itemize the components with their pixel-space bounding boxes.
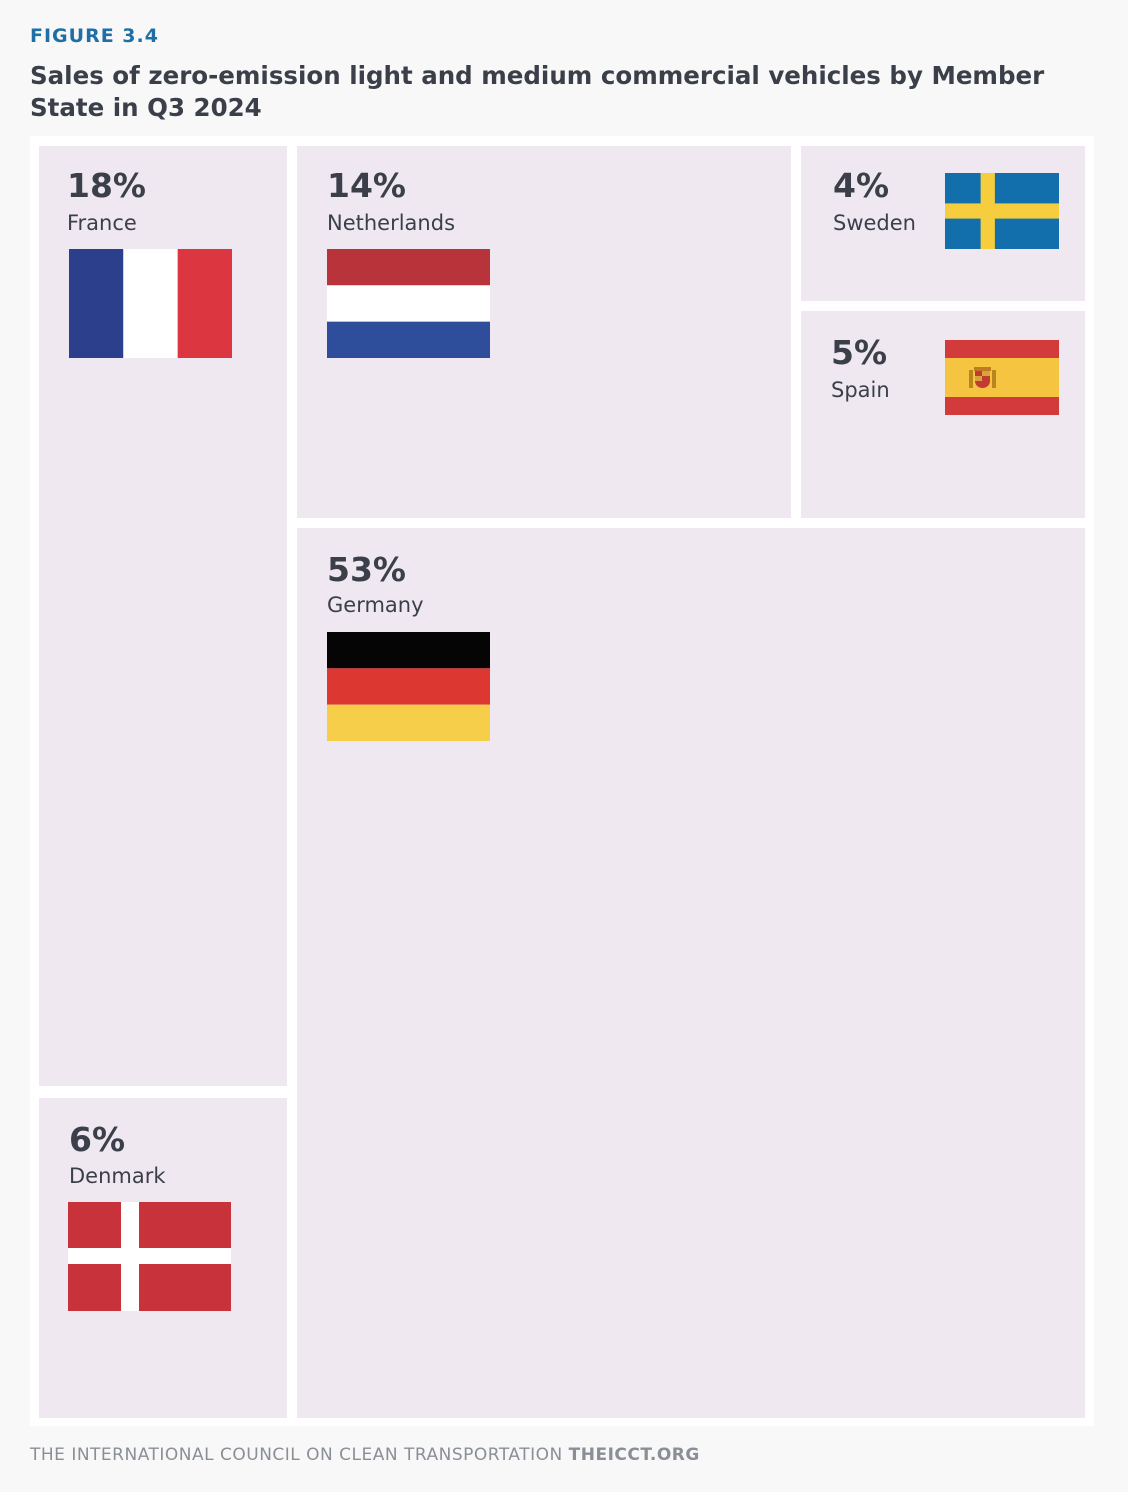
value-label-germany: 53%: [327, 550, 406, 589]
tile-germany: 53% Germany: [297, 528, 1085, 1418]
netherlands-flag-icon: [327, 249, 490, 358]
value-label-netherlands: 14%: [327, 166, 406, 205]
tile-france: 18% France: [39, 146, 287, 1086]
footer: THE INTERNATIONAL COUNCIL ON CLEAN TRANS…: [30, 1445, 700, 1465]
country-label-germany: Germany: [327, 593, 424, 617]
figure-label: FIGURE 3.4: [30, 25, 159, 47]
value-label-france: 18%: [67, 166, 146, 205]
footer-org: THE INTERNATIONAL COUNCIL ON CLEAN TRANS…: [30, 1445, 563, 1465]
value-label-sweden: 4%: [833, 166, 890, 205]
tile-denmark: 6% Denmark: [39, 1098, 287, 1418]
sweden-flag-icon: [945, 173, 1059, 249]
germany-flag-icon: [327, 632, 490, 741]
country-label-spain: Spain: [831, 378, 890, 402]
value-label-spain: 5%: [831, 333, 888, 372]
chart-title: Sales of zero-emission light and medium …: [30, 61, 1045, 122]
spain-coat-of-arms-icon: [969, 367, 996, 388]
tile-netherlands: 14% Netherlands: [297, 146, 791, 518]
country-label-netherlands: Netherlands: [327, 211, 456, 235]
country-label-sweden: Sweden: [833, 211, 916, 235]
tile-spain: 5% Spain: [801, 311, 1085, 518]
country-label-france: France: [67, 211, 137, 235]
treemap-panel: 18% France 14% Netherlands 4% Sweden 5% …: [30, 136, 1094, 1426]
france-flag-icon: [69, 249, 232, 358]
tile-sweden: 4% Sweden: [801, 146, 1085, 301]
value-label-denmark: 6%: [69, 1120, 126, 1159]
spain-flag-icon: [945, 340, 1059, 415]
denmark-flag-icon: [68, 1202, 231, 1311]
footer-site-link[interactable]: THEICCT.ORG: [568, 1445, 700, 1465]
country-label-denmark: Denmark: [69, 1164, 166, 1188]
